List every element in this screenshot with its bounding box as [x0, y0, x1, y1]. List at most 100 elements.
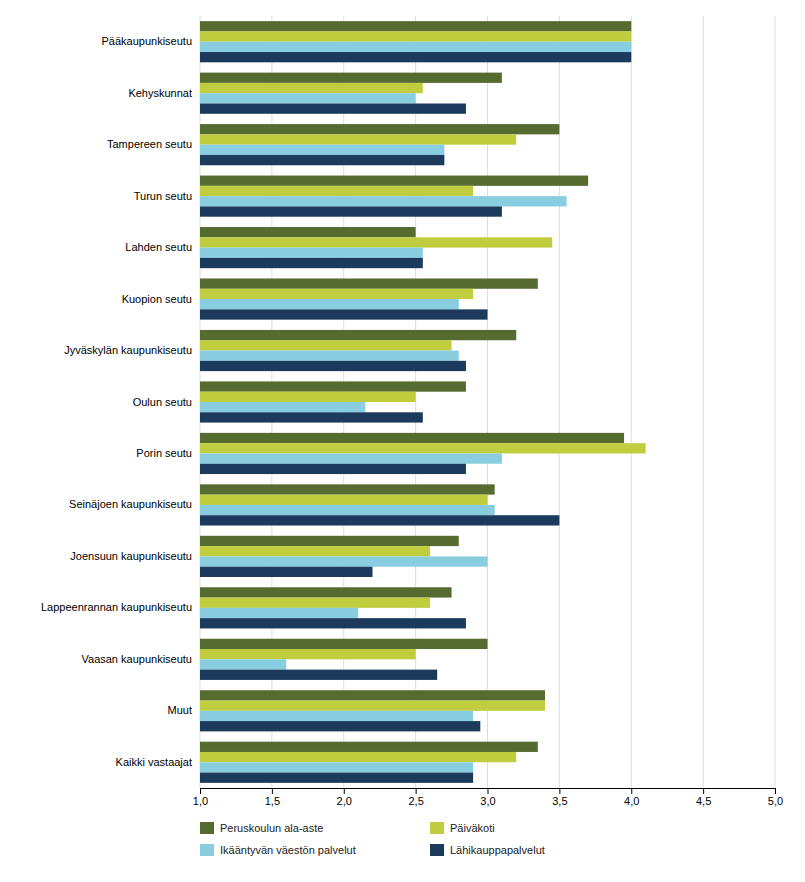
- x-tick-label: 4,5: [696, 795, 711, 807]
- bar: [200, 649, 416, 659]
- bar: [200, 721, 480, 731]
- x-tick: 4,0: [624, 788, 639, 807]
- bar: [200, 464, 466, 474]
- bar: [200, 258, 423, 268]
- bar: [200, 392, 416, 402]
- y-tick-label: Kaikki vastaajat: [116, 756, 192, 768]
- x-axis-line: [201, 789, 776, 795]
- bar: [200, 278, 538, 288]
- bar: [200, 21, 631, 31]
- y-tick-label: Muut: [168, 704, 192, 716]
- y-tick: Seinäjoen kaupunkiseutu: [69, 498, 192, 510]
- bar: [200, 443, 646, 453]
- x-tick-mark: [559, 788, 560, 794]
- bar: [200, 289, 473, 299]
- y-tick: Muut: [168, 704, 192, 716]
- legend-swatch: [430, 844, 444, 856]
- bar: [200, 73, 502, 83]
- y-tick-label: Porin seutu: [136, 447, 192, 459]
- y-axis: Pääkaupunkiseutu Kehyskunnat Tampereen seu…: [41, 35, 192, 768]
- bar: [200, 659, 286, 669]
- y-tick-label: Oulun seutu: [133, 396, 192, 408]
- bars: [200, 21, 646, 783]
- bar: [200, 155, 444, 165]
- x-tick-mark: [200, 788, 201, 794]
- legend-label: Päiväkoti: [450, 822, 495, 834]
- y-tick-label: Seinäjoen kaupunkiseutu: [69, 498, 192, 510]
- bar: [200, 299, 459, 309]
- x-tick-label: 2,0: [337, 795, 352, 807]
- bar: [200, 330, 516, 340]
- x-tick-label: 1,5: [265, 795, 280, 807]
- bar: [200, 453, 502, 463]
- series: [200, 21, 631, 752]
- y-tick-label: Jyväskylän kaupunkiseutu: [64, 344, 192, 356]
- y-tick-label: Tampereen seutu: [107, 138, 192, 150]
- bar: [200, 515, 559, 525]
- bar: [200, 556, 488, 566]
- y-tick-label: Joensuun kaupunkiseutu: [70, 550, 192, 562]
- y-tick: Kehyskunnat: [128, 87, 192, 99]
- x-tick-label: 5,0: [768, 795, 783, 807]
- y-tick: Lappeenrannan kaupunkiseutu: [41, 601, 192, 613]
- bar: [200, 145, 444, 155]
- legend-item: Lähikauppapalvelut: [430, 844, 545, 856]
- chart: 1,01,52,02,53,03,54,04,55,0Pääkaupunkise…: [0, 0, 805, 882]
- legend-label: Ikääntyvän väestön palvelut: [220, 844, 356, 856]
- x-tick-label: 3,5: [552, 795, 567, 807]
- bar: [200, 412, 423, 422]
- x-tick-mark: [631, 788, 632, 794]
- x-tick: 2,0: [337, 788, 352, 807]
- x-tick: 4,5: [696, 788, 711, 807]
- bar: [200, 93, 416, 103]
- bar: [200, 608, 358, 618]
- bar: [200, 381, 466, 391]
- y-tick: Oulun seutu: [133, 396, 192, 408]
- legend-swatch: [430, 822, 444, 834]
- x-tick-label: 3,0: [480, 795, 495, 807]
- y-tick-label: Turun seutu: [134, 190, 192, 202]
- bar: [200, 618, 466, 628]
- y-tick: Kaikki vastaajat: [116, 756, 192, 768]
- series: [200, 52, 631, 783]
- x-tick-mark: [703, 788, 704, 794]
- bar: [200, 361, 466, 371]
- bar: [200, 340, 452, 350]
- bar: [200, 309, 488, 319]
- bar: [200, 103, 466, 113]
- bar: [200, 31, 631, 41]
- x-tick-mark: [272, 788, 273, 794]
- bar: [200, 134, 516, 144]
- bar: [200, 690, 545, 700]
- bar: [200, 495, 488, 505]
- x-tick: 3,0: [480, 788, 495, 807]
- x-tick: 2,5: [408, 788, 423, 807]
- y-tick-label: Kuopion seutu: [122, 293, 192, 305]
- y-tick: Tampereen seutu: [107, 138, 192, 150]
- x-tick-mark: [344, 788, 345, 794]
- bar: [200, 433, 624, 443]
- bar: [200, 402, 365, 412]
- grid-line: [631, 16, 632, 788]
- grid-line: [775, 16, 776, 788]
- legend-item: Ikääntyvän väestön palvelut: [200, 844, 356, 856]
- bar: [200, 248, 423, 258]
- legend-item: Peruskoulun ala-aste: [200, 822, 323, 834]
- grid-line: [703, 16, 704, 788]
- legend-label: Peruskoulun ala-aste: [220, 822, 323, 834]
- y-tick: Jyväskylän kaupunkiseutu: [64, 344, 192, 356]
- bar: [200, 701, 545, 711]
- bar: [200, 598, 430, 608]
- bar: [200, 742, 538, 752]
- y-tick: Pääkaupunkiseutu: [101, 35, 192, 47]
- x-tick-mark: [488, 788, 489, 794]
- bar: [200, 567, 373, 577]
- y-tick-label: Vaasan kaupunkiseutu: [82, 653, 193, 665]
- x-tick: 5,0: [768, 788, 783, 807]
- bar: [200, 670, 437, 680]
- bar: [200, 505, 495, 515]
- y-tick-label: Kehyskunnat: [128, 87, 192, 99]
- bar: [200, 83, 423, 93]
- bar: [200, 752, 516, 762]
- bar: [200, 52, 631, 62]
